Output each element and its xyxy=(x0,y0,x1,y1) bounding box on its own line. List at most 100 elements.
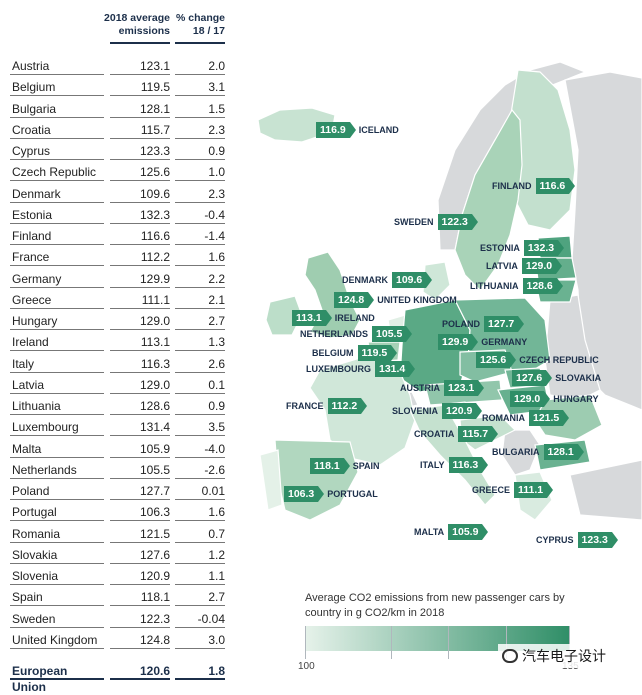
table-row: Finland 116.6 -1.4 xyxy=(0,228,235,249)
row-emissions: 131.4 xyxy=(139,420,170,435)
row-emissions: 122.3 xyxy=(139,611,170,626)
row-rule xyxy=(110,244,170,245)
map-label-country: SLOVENIA xyxy=(392,406,439,416)
row-rule xyxy=(175,244,225,245)
table-row: Slovakia 127.6 1.2 xyxy=(0,547,235,568)
table-row: Cyprus 123.3 0.9 xyxy=(0,143,235,164)
map-label-sweden: SWEDEN 122.3 xyxy=(394,214,479,230)
row-emissions: 132.3 xyxy=(139,207,170,222)
row-country: France xyxy=(12,250,50,265)
row-rule xyxy=(10,584,104,585)
row-emissions: 125.6 xyxy=(139,165,170,180)
map-label-country: PORTUGAL xyxy=(327,489,378,499)
row-rule xyxy=(175,307,225,309)
row-country: Sweden xyxy=(12,611,56,626)
row-rule xyxy=(175,74,225,75)
row-rule xyxy=(10,329,104,330)
map-label-value: 118.1 xyxy=(310,458,350,474)
row-rule xyxy=(175,520,225,522)
row-rule xyxy=(110,435,170,437)
row-rule xyxy=(175,456,225,458)
map-label-belgium: BELGIUM 119.5 xyxy=(312,345,397,361)
row-rule xyxy=(175,350,225,352)
legend-tick xyxy=(391,626,392,659)
map-label-value: 106.3 xyxy=(284,486,325,502)
row-rule xyxy=(110,541,170,543)
row-rule xyxy=(10,307,104,309)
table-row: Italy 116.3 2.6 xyxy=(0,356,235,377)
row-country: Romania xyxy=(12,526,61,541)
row-rule xyxy=(110,562,170,564)
row-rule xyxy=(10,541,104,543)
map-label-spain: 118.1 SPAIN xyxy=(310,458,380,474)
legend-tick xyxy=(569,626,570,659)
row-country: Malta xyxy=(12,441,42,456)
legend-tick xyxy=(448,626,449,659)
row-change: 1.1 xyxy=(208,569,225,583)
table-row: Lithuania 128.6 0.9 xyxy=(0,398,235,419)
map-label-value: 129.9 xyxy=(438,334,479,350)
row-emissions: 119.5 xyxy=(140,80,170,95)
row-change: 0.1 xyxy=(208,377,225,392)
map-label-country: FRANCE xyxy=(286,401,324,411)
table-row: Bulgaria 128.1 1.5 xyxy=(0,101,235,122)
map-label-poland: POLAND 127.7 xyxy=(442,316,525,332)
row-rule xyxy=(10,244,104,245)
europe-map: 116.9 ICELAND FINLAND 116.6 SWEDEN 122.3 ESTON… xyxy=(240,0,642,681)
map-label-latvia: LATVIA 129.0 xyxy=(486,258,563,274)
row-change: 0.9 xyxy=(208,144,225,158)
row-rule xyxy=(175,477,225,479)
map-label-country: MALTA xyxy=(414,527,445,537)
table-row: Portugal 106.3 1.6 xyxy=(0,504,235,525)
map-label-value: 131.4 xyxy=(375,361,416,377)
row-emissions: 112.2 xyxy=(140,250,170,265)
row-rule xyxy=(110,265,170,267)
row-country: Luxembourg xyxy=(12,420,79,435)
map-label-country: BULGARIA xyxy=(492,447,540,457)
row-rule xyxy=(110,456,170,458)
table-row: Spain 118.1 2.7 xyxy=(0,589,235,610)
map-label-country: IRELAND xyxy=(334,313,375,323)
emissions-table: 2018 average emissions % change 18 / 17 … xyxy=(0,0,235,694)
row-change: 1.5 xyxy=(208,101,225,116)
row-emissions: 124.8 xyxy=(139,632,170,647)
row-rule xyxy=(10,180,104,182)
row-rule xyxy=(110,329,170,330)
map-label-country: LUXEMBOURG xyxy=(306,364,371,374)
row-rule xyxy=(175,222,225,224)
row-country: Poland xyxy=(12,484,50,498)
row-country: Italy xyxy=(12,356,35,371)
map-label-france: FRANCE 112.2 xyxy=(286,398,367,414)
row-rule xyxy=(10,605,104,607)
row-rule xyxy=(10,201,104,203)
table-row: Austria 123.1 2.0 xyxy=(0,58,235,79)
row-country: Hungary xyxy=(12,314,58,328)
row-emissions: 120.9 xyxy=(139,569,170,583)
row-rule xyxy=(175,435,225,437)
row-rule xyxy=(10,350,104,352)
map-label-value: 120.9 xyxy=(442,403,483,419)
row-change: 2.0 xyxy=(208,59,225,73)
row-change: 3.1 xyxy=(208,80,225,95)
row-country: Bulgaria xyxy=(12,101,57,116)
row-change: 1.2 xyxy=(208,547,225,562)
row-country: Portugal xyxy=(12,505,57,520)
row-rule xyxy=(10,392,104,394)
map-label-malta: MALTA 105.9 xyxy=(414,524,489,540)
map-label-country: DENMARK xyxy=(342,275,388,285)
map-label-cyprus: CYPRUS 123.3 xyxy=(536,532,619,548)
header-rule xyxy=(110,42,170,44)
row-emissions: 129.0 xyxy=(139,377,170,392)
table-row: Malta 105.9 -4.0 xyxy=(0,441,235,462)
row-country: Greece xyxy=(12,292,52,307)
map-label-country: LITHUANIA xyxy=(470,281,519,291)
row-rule xyxy=(10,647,104,649)
row-rule xyxy=(175,392,225,394)
map-label-value: 113.1 xyxy=(292,310,332,326)
map-label-finland: FINLAND 116.6 xyxy=(492,178,575,194)
map-label-country: GREECE xyxy=(472,485,511,495)
map-label-value: 128.1 xyxy=(543,444,585,460)
row-rule xyxy=(110,95,170,97)
table-row: Croatia 115.7 2.3 xyxy=(0,122,235,143)
map-label-country: SPAIN xyxy=(352,461,380,471)
